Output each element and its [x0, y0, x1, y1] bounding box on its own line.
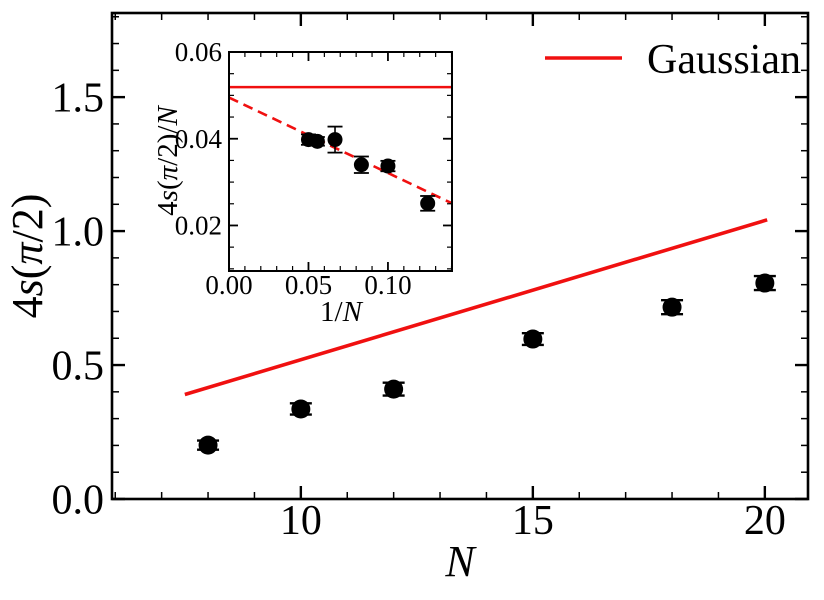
- data-point: [380, 158, 396, 174]
- data-point: [289, 399, 312, 419]
- data-point: [309, 133, 325, 149]
- series-qmc-data: [300, 125, 436, 212]
- marker-circle: [662, 297, 682, 317]
- data-point: [353, 155, 369, 174]
- main-y-tick-label: 0.0: [52, 477, 105, 523]
- gaussian-line: [184, 218, 768, 397]
- inset-x-tick-label: 0.00: [205, 270, 252, 300]
- data-point: [521, 329, 544, 349]
- data-point: [197, 435, 220, 455]
- inset-x-tick-label: 0.10: [364, 270, 411, 300]
- main-y-axis-label: 4s(π/2): [3, 194, 52, 319]
- marker-circle: [198, 435, 218, 455]
- main-y-tick-label: 0.5: [52, 343, 105, 389]
- inset-y-axis-label: 4s(π/2)/N: [152, 105, 184, 216]
- ticks: [228, 51, 453, 271]
- main-y-tick-label: 1.0: [52, 209, 105, 255]
- main-x-tick-label: 10: [280, 498, 322, 544]
- main-y-tick-label: 1.5: [52, 75, 105, 121]
- marker-circle: [380, 158, 396, 174]
- plot-border: [228, 51, 453, 272]
- legend: Gaussian: [545, 37, 801, 83]
- ticks: [112, 13, 808, 501]
- main-plot: 10 15 20 0.0 0.5 1.0 1.5 N 4s(π/2): [3, 11, 810, 586]
- inset-y-tick-label: 0.02: [175, 211, 222, 241]
- data-point: [382, 379, 405, 399]
- legend-label: Gaussian: [647, 37, 801, 83]
- main-x-axis-label: N: [444, 537, 477, 586]
- plot-border: [110, 11, 810, 501]
- data-point: [327, 125, 343, 154]
- main-x-tick-label: 20: [744, 498, 786, 544]
- inset-plot: 0.00 0.05 0.10 0.02 0.04 0.06 1/N 4s(π/2)/N: [152, 37, 453, 328]
- series-gaussian: [184, 218, 768, 397]
- marker-circle: [327, 132, 343, 148]
- inset-x-tick-label: 0.05: [285, 270, 332, 300]
- series-linear-fit: [228, 96, 453, 205]
- marker-circle: [353, 157, 369, 173]
- inset-y-tick-label: 0.06: [175, 37, 222, 67]
- data-point: [753, 273, 776, 293]
- inset-x-axis-label: 1/N: [320, 296, 364, 328]
- main-x-tick-label: 15: [512, 498, 554, 544]
- marker-circle: [420, 195, 436, 211]
- marker-circle: [309, 133, 325, 149]
- marker-circle: [523, 329, 543, 349]
- data-point: [420, 195, 436, 212]
- marker-circle: [755, 273, 775, 293]
- inset-y-tick-label: 0.04: [175, 124, 223, 154]
- series-qmc-data: [197, 273, 776, 455]
- marker-circle: [384, 379, 404, 399]
- data-point: [661, 297, 684, 317]
- linear-fit-line: [228, 96, 453, 205]
- marker-circle: [291, 399, 311, 419]
